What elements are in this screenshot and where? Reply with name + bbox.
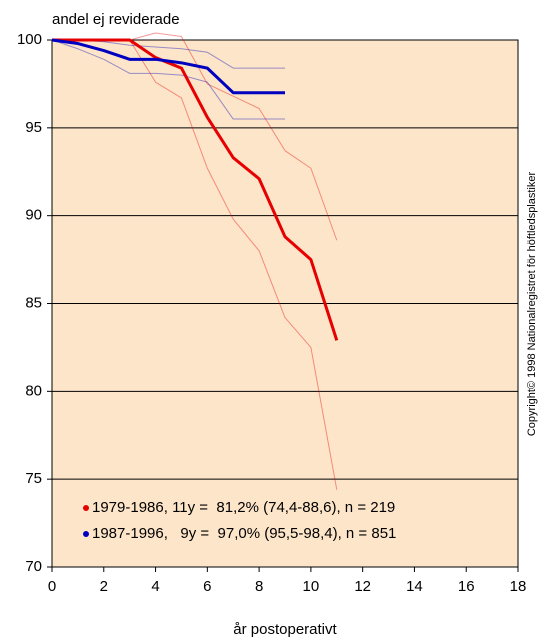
y-tick-label: 100 [17, 31, 42, 48]
y-tick-label: 75 [25, 470, 42, 487]
y-axis-title: andel ej reviderade [52, 11, 180, 28]
x-tick-label: 4 [151, 578, 159, 595]
legend-label: 1987-1996, 9y = 97,0% (95,5-98,4), n = 8… [92, 525, 396, 542]
plot: 70 75 80 85 90 95 100 0 2 4 6 8 10 12 14 16 18 1979-1986,… [17, 31, 526, 595]
x-axis-title: år postoperativt [233, 621, 337, 638]
y-tick-label: 90 [25, 207, 42, 224]
x-tick-label: 16 [458, 578, 475, 595]
x-tick-label: 18 [510, 578, 527, 595]
x-tick-label: 8 [255, 578, 263, 595]
x-tick-label: 6 [203, 578, 211, 595]
legend-label: 1979-1986, 11y = 81,2% (74,4-88,6), n = … [92, 499, 395, 516]
copyright: Copyright© 1998 Nationalregistret för hö… [526, 172, 538, 437]
x-tick-label: 2 [100, 578, 108, 595]
y-tick-label: 95 [25, 119, 42, 136]
y-tick-label: 80 [25, 382, 42, 399]
legend-marker [83, 531, 89, 537]
x-tick-label: 14 [406, 578, 423, 595]
x-tick-label: 0 [48, 578, 56, 595]
x-tick-label: 12 [354, 578, 371, 595]
legend-marker [83, 505, 89, 511]
y-tick-label: 70 [25, 558, 42, 575]
ci-lower-line [51, 39, 285, 120]
series-line [52, 38, 339, 341]
x-tick-label: 10 [303, 578, 320, 595]
y-tick-label: 85 [25, 294, 42, 311]
series-line [51, 38, 285, 95]
